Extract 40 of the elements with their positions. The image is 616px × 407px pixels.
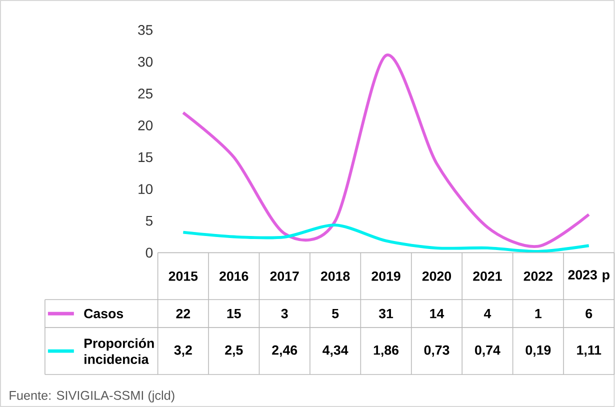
data-label: 3,2 bbox=[174, 345, 192, 357]
legend-label: Casos bbox=[84, 308, 124, 318]
line-series bbox=[182, 54, 590, 248]
x-tick-label: 2021 bbox=[473, 271, 502, 281]
x-tick-label: 2018 bbox=[320, 271, 350, 281]
data-label: 4,34 bbox=[322, 345, 348, 357]
data-label: 1,86 bbox=[374, 345, 399, 357]
data-label: 22 bbox=[176, 308, 190, 318]
x-tick-label: 2020 bbox=[422, 271, 452, 281]
y-tick-label: 30 bbox=[138, 56, 153, 67]
x-tick-label: 2016 bbox=[220, 271, 248, 281]
data-label: 6 bbox=[586, 308, 592, 318]
data-label: 0,19 bbox=[526, 345, 551, 357]
data-label: 4 bbox=[484, 308, 492, 318]
data-label: 5 bbox=[332, 308, 339, 318]
x-tick-label: 2019 bbox=[372, 271, 400, 281]
x-tick-label: 2015 bbox=[168, 271, 198, 281]
legend-label: Proporción incidencia bbox=[84, 338, 154, 364]
x-tick-label: 2023 p bbox=[568, 270, 610, 282]
y-tick-label: 10 bbox=[138, 184, 153, 194]
data-label: 1 bbox=[535, 308, 542, 318]
data-label: 1,11 bbox=[577, 345, 602, 356]
data-label: 15 bbox=[227, 308, 241, 318]
x-tick-label: 2022 bbox=[524, 271, 552, 281]
data-label: 0,73 bbox=[424, 345, 450, 357]
data-label: 3 bbox=[281, 308, 288, 318]
data-label: 2,46 bbox=[272, 345, 298, 357]
data-label: 14 bbox=[430, 308, 444, 318]
source-note: Fuente: SIVIGILA-SSMI (jcld) bbox=[10, 390, 174, 402]
y-tick-label: 35 bbox=[138, 24, 153, 35]
line-series bbox=[182, 223, 590, 253]
data-label: 0,74 bbox=[475, 345, 500, 357]
y-tick-label: 0 bbox=[146, 248, 153, 258]
x-tick-label: 2017 bbox=[270, 271, 299, 281]
y-tick-label: 15 bbox=[138, 152, 153, 162]
data-label: 31 bbox=[378, 308, 394, 318]
y-tick-label: 5 bbox=[146, 216, 153, 226]
y-tick-label: 25 bbox=[138, 88, 153, 98]
data-label: 2,5 bbox=[225, 345, 243, 357]
y-tick-label: 20 bbox=[138, 120, 153, 130]
